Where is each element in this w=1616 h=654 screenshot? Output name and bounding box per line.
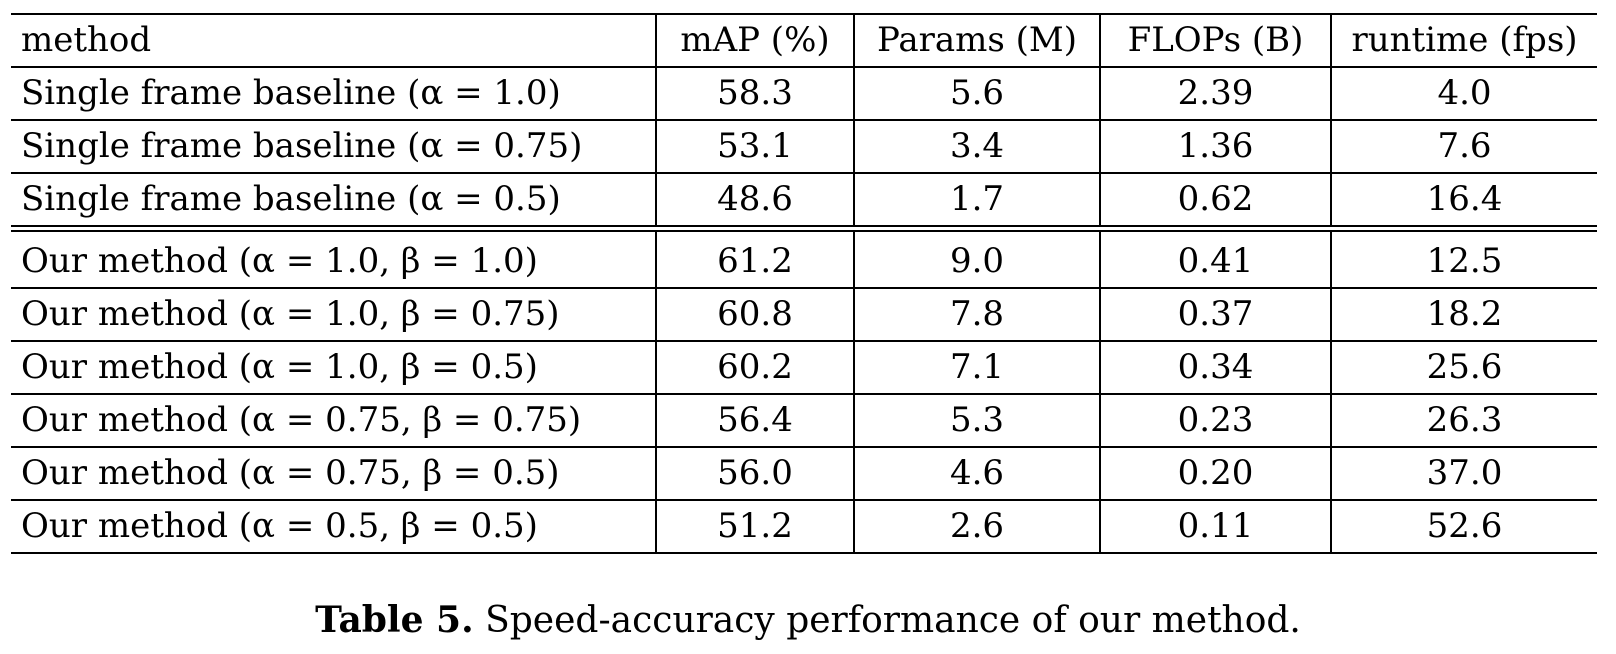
col-header-params: Params (M) — [853, 14, 1100, 67]
table-row: Our method (α = 1.0, β = 0.75) 60.8 7.8 … — [11, 288, 1597, 341]
cell-params: 2.6 — [853, 500, 1100, 553]
cell-map: 61.2 — [655, 227, 854, 288]
cell-runtime: 37.0 — [1330, 447, 1597, 500]
cell-map: 56.0 — [655, 447, 854, 500]
table-caption: Table 5. Speed-accuracy performance of o… — [0, 598, 1616, 643]
table-row: Single frame baseline (α = 0.5) 48.6 1.7… — [11, 173, 1597, 229]
cell-params: 1.7 — [853, 173, 1100, 229]
cell-method: Single frame baseline (α = 0.5) — [21, 179, 561, 219]
cell-flops: 2.39 — [1099, 67, 1331, 120]
cell-runtime: 52.6 — [1330, 500, 1597, 553]
cell-params: 3.4 — [853, 120, 1100, 173]
cell-flops: 0.62 — [1099, 173, 1331, 229]
caption-text: Speed-accuracy performance of our method… — [485, 600, 1301, 641]
col-header-runtime: runtime (fps) — [1330, 14, 1597, 67]
cell-params: 5.6 — [853, 67, 1100, 120]
cell-map: 51.2 — [655, 500, 854, 553]
cell-runtime: 12.5 — [1330, 227, 1597, 288]
header-row: method mAP (%) Params (M) FLOPs (B) runt… — [11, 14, 1597, 67]
cell-method: Our method (α = 0.75, β = 0.75) — [21, 400, 582, 440]
table-row: Our method (α = 1.0, β = 1.0) 61.2 9.0 0… — [11, 227, 1597, 288]
cell-flops: 0.34 — [1099, 341, 1331, 394]
cell-flops: 0.11 — [1099, 500, 1331, 553]
cell-params: 9.0 — [853, 227, 1100, 288]
cell-params: 5.3 — [853, 394, 1100, 447]
table-row: Single frame baseline (α = 1.0) 58.3 5.6… — [11, 67, 1597, 120]
cell-method: Single frame baseline (α = 1.0) — [21, 73, 561, 113]
table-row: Our method (α = 0.75, β = 0.75) 56.4 5.3… — [11, 394, 1597, 447]
cell-method: Our method (α = 1.0, β = 1.0) — [11, 227, 656, 288]
table-row: Single frame baseline (α = 0.75) 53.1 3.… — [11, 120, 1597, 173]
caption-label: Table 5. — [315, 599, 474, 641]
cell-runtime: 4.0 — [1330, 67, 1597, 120]
cell-runtime: 16.4 — [1330, 173, 1597, 229]
col-header-method: method — [21, 20, 152, 60]
cell-map: 60.2 — [655, 341, 854, 394]
cell-params: 4.6 — [853, 447, 1100, 500]
cell-map: 56.4 — [655, 394, 854, 447]
cell-method: Our method (α = 0.75, β = 0.5) — [21, 453, 560, 493]
col-header-map: mAP (%) — [655, 14, 854, 67]
cell-method: Single frame baseline (α = 0.75) — [21, 126, 583, 166]
table-row: Our method (α = 0.75, β = 0.5) 56.0 4.6 … — [11, 447, 1597, 500]
cell-method: Our method (α = 1.0, β = 0.5) — [21, 347, 538, 387]
cell-method: Our method (α = 1.0, β = 0.75) — [21, 294, 560, 334]
cell-map: 53.1 — [655, 120, 854, 173]
cell-runtime: 25.6 — [1330, 341, 1597, 394]
cell-method: Our method (α = 0.5, β = 0.5) — [21, 506, 538, 546]
table-row: Our method (α = 1.0, β = 0.5) 60.2 7.1 0… — [11, 341, 1597, 394]
cell-params: 7.1 — [853, 341, 1100, 394]
cell-runtime: 18.2 — [1330, 288, 1597, 341]
col-header-flops: FLOPs (B) — [1099, 14, 1331, 67]
cell-runtime: 26.3 — [1330, 394, 1597, 447]
results-table-container: method mAP (%) Params (M) FLOPs (B) runt… — [11, 13, 1597, 554]
table-row: Our method (α = 0.5, β = 0.5) 51.2 2.6 0… — [11, 500, 1597, 553]
cell-flops: 0.41 — [1099, 227, 1331, 288]
cell-map: 58.3 — [655, 67, 854, 120]
cell-map: 48.6 — [655, 173, 854, 229]
cell-flops: 0.20 — [1099, 447, 1331, 500]
cell-flops: 0.37 — [1099, 288, 1331, 341]
cell-params: 7.8 — [853, 288, 1100, 341]
speed-accuracy-table: method mAP (%) Params (M) FLOPs (B) runt… — [11, 13, 1597, 554]
cell-map: 60.8 — [655, 288, 854, 341]
cell-flops: 0.23 — [1099, 394, 1331, 447]
cell-runtime: 7.6 — [1330, 120, 1597, 173]
cell-flops: 1.36 — [1099, 120, 1331, 173]
